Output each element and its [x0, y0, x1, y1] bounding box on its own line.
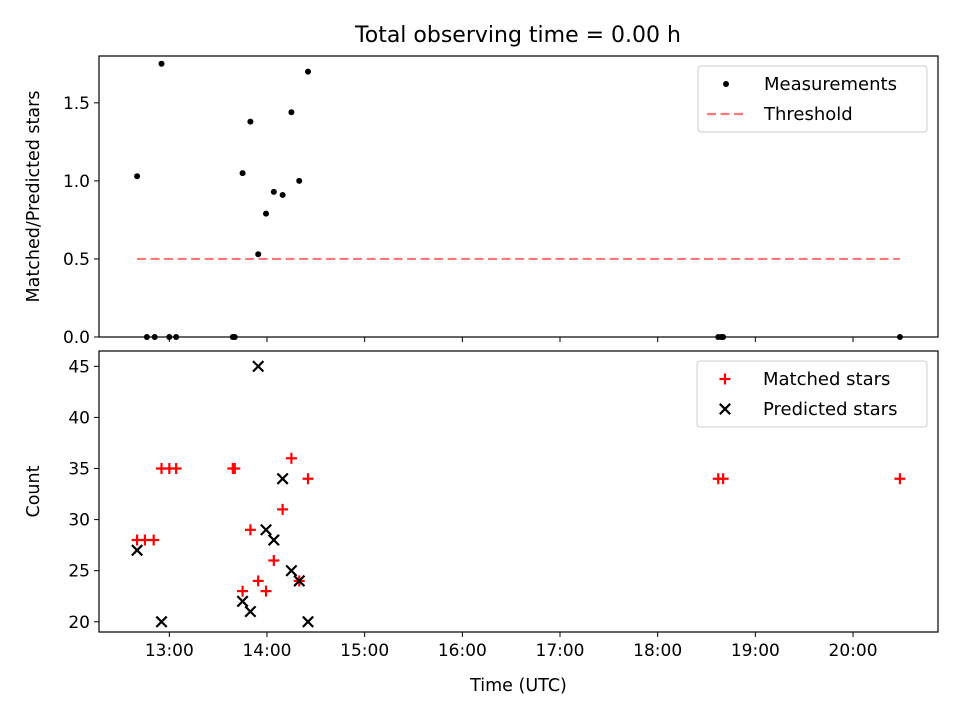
y-tick-label: 30	[68, 511, 90, 531]
x-tick-label: 14:00	[242, 641, 291, 661]
matched-star-point	[277, 503, 289, 515]
measurement-point	[134, 173, 141, 180]
predicted-star-point	[293, 574, 306, 587]
plot-frame	[98, 350, 939, 633]
predicted-star-point	[131, 544, 144, 557]
legend: Measurements Threshold	[697, 65, 928, 133]
predicted-star-point	[244, 605, 257, 618]
y-tick-label: 1.0	[63, 172, 90, 192]
predicted-star-point-b	[252, 360, 265, 373]
predicted-star-point	[267, 534, 280, 547]
y-tick-label: 20	[68, 613, 90, 633]
matched-star-point	[148, 534, 160, 546]
x-tick-label: 20:00	[829, 641, 878, 661]
y-tick-label: 45	[68, 357, 90, 377]
y-tick-label: 0.5	[63, 250, 90, 270]
predicted-star-point-b	[267, 534, 280, 547]
predicted-star-point	[236, 595, 249, 608]
predicted-star-point	[252, 360, 265, 373]
x-axis-label: Time (UTC)	[469, 676, 567, 696]
matched-star-point	[260, 585, 272, 597]
measurement-point	[255, 251, 262, 258]
y-tick-label: 40	[68, 408, 90, 428]
predicted-star-point	[276, 472, 289, 485]
predicted-star-point-b	[236, 595, 249, 608]
legend-matched-swatch	[719, 373, 731, 385]
measurement-point	[296, 177, 303, 184]
measurement-point	[305, 68, 312, 75]
x-tick-label: 16:00	[438, 641, 487, 661]
measurement-point	[239, 170, 246, 177]
matched-star-point	[268, 554, 280, 566]
measurement-point	[288, 109, 295, 116]
legend: Matched stars Predicted stars	[696, 360, 928, 428]
x-tick-label: 19:00	[731, 641, 780, 661]
predicted-star-point	[285, 564, 298, 577]
predicted-star-point-b	[276, 472, 289, 485]
measurement-point	[263, 210, 270, 217]
matched-star-point	[170, 463, 182, 475]
y-tick-label: 1.5	[63, 94, 90, 114]
predicted-star-point-b	[302, 615, 314, 628]
predicted-star-point-b	[131, 544, 144, 557]
legend-predicted-swatch	[719, 403, 731, 415]
measurement-point	[247, 118, 254, 125]
plot-frame	[98, 55, 939, 338]
predicted-star-point	[260, 523, 272, 536]
legend-box	[696, 360, 928, 428]
matched-star-point	[229, 463, 241, 475]
predicted-star-point	[302, 615, 314, 628]
predicted-star-point-b	[293, 574, 306, 587]
matched-star-point	[285, 452, 297, 464]
measurement-point	[270, 188, 277, 195]
predicted-star-point-b	[260, 523, 272, 536]
matched-star-point	[717, 473, 729, 485]
x-tick-label: 15:00	[340, 641, 389, 661]
legend-label: Matched stars	[763, 369, 890, 390]
measurement-point	[279, 191, 286, 198]
y-axis-label: Matched/Predicted stars	[24, 91, 44, 303]
legend-predicted-swatch-b	[719, 403, 731, 415]
y-tick-label: 0.0	[63, 328, 90, 348]
legend-label: Predicted stars	[763, 399, 897, 420]
matched-star-point	[237, 585, 249, 597]
count-panel: 20 25 30 35 40 45 13:00 14:00 15:00 16:00 17:00 18:…	[24, 350, 939, 696]
y-tick-label: 35	[68, 460, 90, 480]
legend-label: Threshold	[763, 104, 853, 125]
matched-star-point	[302, 473, 314, 485]
measurement-point	[158, 60, 165, 67]
predicted-star-point-b	[244, 605, 257, 618]
predicted-star-point	[155, 615, 168, 628]
y-axis-label: Count	[24, 465, 44, 517]
legend-label: Measurements	[764, 74, 897, 95]
x-tick-label: 18:00	[633, 641, 682, 661]
ratio-panel: 0.0 0.5 1.0 1.5 Matched/Predicted stars Measu…	[24, 55, 939, 348]
figure-title: Total observing time = 0.00 h	[354, 23, 681, 48]
x-tick-label: 13:00	[145, 641, 194, 661]
predicted-star-point-b	[155, 615, 168, 628]
legend-box	[697, 65, 928, 133]
legend-measurement-swatch	[723, 81, 729, 87]
x-tick-label: 17:00	[536, 641, 585, 661]
matched-star-point	[894, 473, 906, 485]
matched-star-point	[244, 524, 256, 536]
matched-star-point	[252, 575, 264, 587]
predicted-star-point-b	[285, 564, 298, 577]
y-tick-label: 25	[68, 562, 90, 582]
